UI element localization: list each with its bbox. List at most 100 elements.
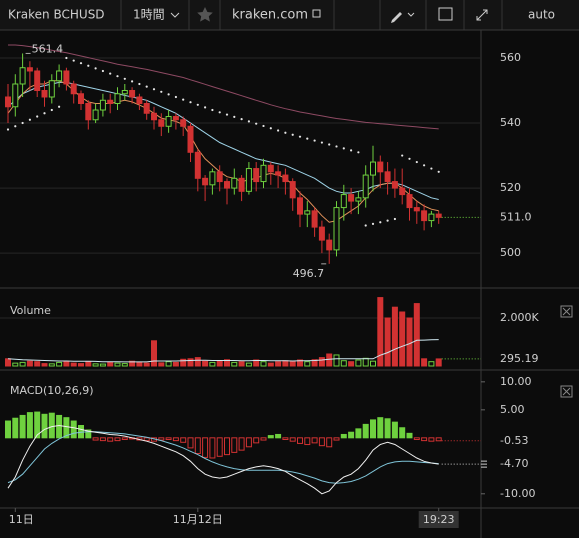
- candle-body: [282, 174, 289, 183]
- sar-dot: [109, 72, 112, 75]
- volume-bar: [384, 317, 391, 367]
- volume-bar: [304, 361, 311, 367]
- macd-histogram-bar: [399, 427, 406, 439]
- sar-dot: [269, 127, 272, 130]
- macd-histogram-bar: [209, 437, 216, 459]
- volume-bar: [136, 361, 143, 367]
- volume-average: [7, 339, 439, 363]
- macd-histogram-bar: [253, 437, 260, 444]
- sar-dot: [401, 154, 404, 157]
- sar-dot: [298, 135, 302, 138]
- macd-histogram-bar: [355, 428, 362, 439]
- close-panel-button[interactable]: [560, 385, 573, 398]
- sar-dot: [204, 106, 207, 109]
- interval-button[interactable]: 1時間: [133, 8, 165, 22]
- macd-histogram-bar: [231, 437, 238, 453]
- candle-body: [151, 112, 157, 121]
- volume-bar: [428, 361, 435, 367]
- candle-body: [406, 194, 413, 209]
- sar-dot: [379, 221, 382, 224]
- candle-body: [143, 103, 150, 114]
- volume-bar: [56, 361, 63, 367]
- candle-body: [172, 116, 179, 121]
- volume-bar: [238, 361, 245, 367]
- macd-histogram-bar: [362, 423, 369, 439]
- candle-body: [238, 177, 245, 192]
- scale-button[interactable]: auto: [528, 8, 555, 22]
- macd-histogram-bar: [5, 420, 11, 439]
- macd-histogram-bar: [172, 437, 179, 442]
- candle-body: [202, 177, 209, 186]
- sar-dot: [415, 160, 418, 164]
- x-tick-label: 11月12日: [173, 513, 223, 526]
- volume-bar: [355, 359, 362, 367]
- macd-histogram-bar: [297, 437, 303, 444]
- x-tick-label: 19:23: [423, 513, 455, 526]
- volume-title: Volume: [10, 304, 51, 317]
- sar-dot: [87, 64, 90, 67]
- dropdown-arrow: [170, 12, 180, 18]
- macd-histogram-bar: [348, 431, 355, 439]
- star-button[interactable]: [197, 7, 213, 22]
- macd-histogram-bar: [34, 411, 41, 439]
- sar-dot: [116, 75, 119, 78]
- volume-bar: [114, 362, 121, 367]
- site-link[interactable]: kraken.com: [232, 8, 308, 23]
- sar-dot: [320, 141, 323, 144]
- volume-bar: [107, 361, 114, 367]
- volume-bar: [121, 363, 128, 367]
- volume-bar: [245, 362, 252, 367]
- volume-bar: [63, 360, 70, 367]
- volume-bar: [158, 362, 165, 367]
- macd-signal-line: [7, 431, 439, 484]
- sar-dot: [357, 151, 360, 154]
- macd-histogram-bar: [370, 419, 376, 439]
- volume-bar: [12, 362, 19, 367]
- macd-histogram-bar: [428, 437, 435, 442]
- volume-bar: [275, 361, 282, 367]
- sar-dot: [196, 103, 199, 106]
- sar-dot: [152, 88, 156, 91]
- sar-dot: [43, 112, 46, 115]
- high-label: 561.4: [32, 42, 63, 55]
- close-icon: [562, 387, 571, 396]
- macd-histogram-bar: [275, 433, 282, 439]
- macd-histogram-bar: [19, 414, 26, 439]
- macd-histogram-bar: [143, 437, 150, 442]
- macd-histogram-bar: [304, 437, 311, 446]
- sar-dot: [211, 108, 214, 112]
- candle-body: [289, 181, 296, 199]
- volume-bar: [209, 361, 216, 367]
- draw-button[interactable]: [391, 12, 402, 23]
- candle-body: [260, 164, 267, 183]
- volume-bar: [19, 361, 26, 367]
- macd-histogram-bar: [26, 412, 33, 439]
- macd-histogram-bar: [267, 435, 274, 439]
- macd-histogram-bar: [12, 417, 19, 439]
- sar-dot: [160, 90, 163, 93]
- macd-histogram-bar: [340, 433, 347, 439]
- sar-dot: [247, 120, 250, 123]
- candle-body: [85, 103, 92, 121]
- sar-dot: [291, 133, 294, 136]
- candle-body: [428, 213, 435, 222]
- indicator-button[interactable]: [438, 7, 453, 21]
- sar-dot: [94, 67, 97, 70]
- sar-dot: [328, 143, 331, 146]
- macd-histogram-bar: [202, 437, 209, 458]
- candle-body: [377, 161, 384, 173]
- sar-dot: [131, 80, 134, 83]
- candle-body: [187, 125, 194, 153]
- candle-body: [180, 119, 187, 127]
- sar-dot: [233, 115, 236, 118]
- close-panel-button[interactable]: [560, 305, 573, 318]
- fullscreen-button[interactable]: [476, 9, 488, 21]
- y-tick-label: 5.00: [500, 403, 525, 416]
- symbol-button[interactable]: Kraken BCHUSD: [8, 8, 105, 22]
- sar-dot: [58, 105, 61, 108]
- candle-body: [362, 174, 369, 199]
- candle-body: [99, 99, 106, 111]
- sar-dot: [364, 224, 367, 227]
- sar-dot: [225, 113, 229, 116]
